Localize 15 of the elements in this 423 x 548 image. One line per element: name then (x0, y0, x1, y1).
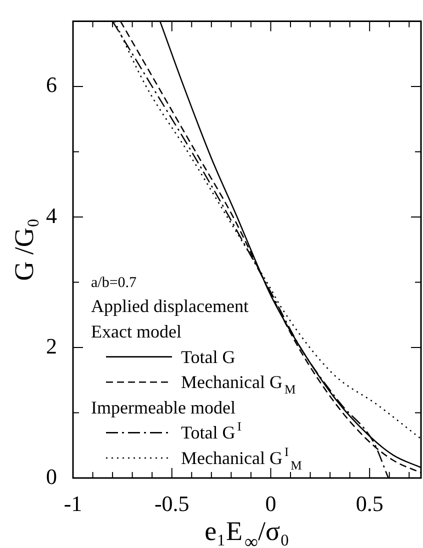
y-tick-label: 4 (46, 202, 57, 228)
x-tick-label: 0 (265, 490, 276, 516)
y-tick-label: 6 (46, 72, 57, 98)
annotation: Applied displacement (91, 296, 248, 316)
annotation: Impermeable model (91, 397, 236, 418)
y-axis-title: G /G₀ (9, 218, 39, 281)
x-tick-label: 0.5 (356, 490, 384, 516)
y-tick-label: 0 (46, 464, 57, 489)
x-tick-label: -1 (64, 490, 82, 516)
x-axis-title: e₁E∞/σ₀ (204, 516, 290, 548)
x-tick-label: -0.5 (154, 490, 190, 516)
annotation: a/b=0.7 (91, 274, 138, 291)
y-tick-label: 2 (46, 333, 57, 358)
legend-label: Total G (181, 346, 236, 367)
annotation: Exact model (91, 322, 182, 342)
